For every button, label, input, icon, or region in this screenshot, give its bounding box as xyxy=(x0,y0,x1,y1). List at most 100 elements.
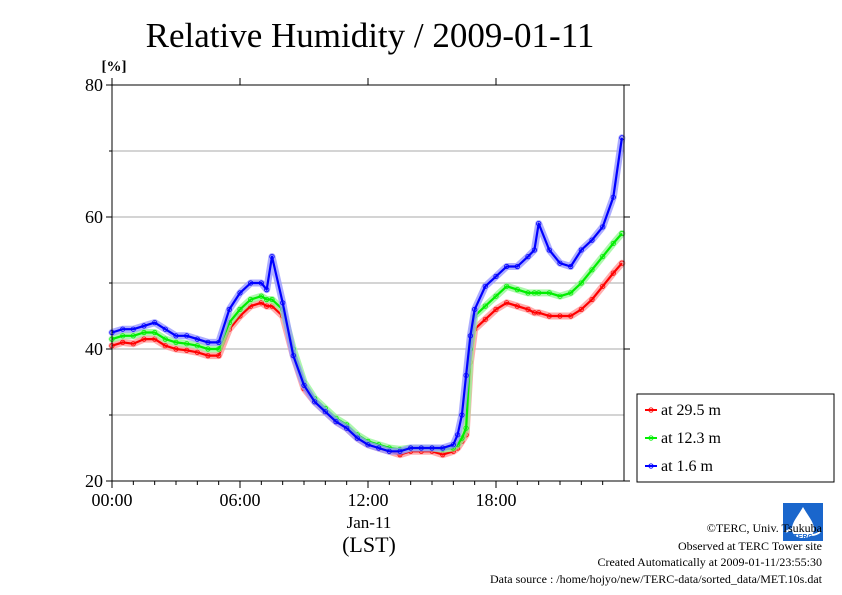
data-point xyxy=(408,445,414,451)
data-point xyxy=(536,290,542,296)
terc-logo: TERC xyxy=(783,503,823,541)
data-point xyxy=(600,224,606,230)
data-point xyxy=(205,352,211,359)
data-point xyxy=(141,336,147,342)
data-point xyxy=(454,432,461,438)
data-point xyxy=(344,425,350,431)
data-point xyxy=(493,273,499,279)
data-point xyxy=(173,333,179,339)
legend-items: at 29.5 m at 12.3 m at 1.6 m xyxy=(645,402,722,475)
y-axis-unit: [%] xyxy=(102,59,127,75)
footer-copyright: ©TERC, Univ. Tsukuba xyxy=(707,521,823,535)
data-point xyxy=(589,237,595,243)
data-point xyxy=(258,280,264,286)
data-point xyxy=(578,306,584,312)
data-point xyxy=(482,283,488,289)
data-point xyxy=(258,293,264,299)
data-point xyxy=(459,412,465,418)
data-point xyxy=(120,339,126,345)
data-point xyxy=(152,336,158,342)
legend: at 29.5 m at 12.3 m at 1.6 m xyxy=(636,393,835,483)
data-point xyxy=(216,339,222,345)
data-point xyxy=(557,313,563,319)
data-point xyxy=(482,316,488,322)
data-point xyxy=(568,263,574,270)
chart-title: Relative Humidity / 2009-01-11 xyxy=(146,16,595,55)
data-point xyxy=(205,339,211,345)
legend-swatch-marker xyxy=(648,435,654,441)
data-point xyxy=(504,283,510,289)
data-point xyxy=(514,303,520,309)
data-point xyxy=(194,343,200,349)
data-point xyxy=(610,240,616,246)
data-point xyxy=(610,270,616,276)
data-point xyxy=(568,313,574,319)
data-point xyxy=(386,448,392,454)
data-point xyxy=(546,247,552,253)
data-point xyxy=(269,254,275,260)
data-point xyxy=(269,296,275,303)
data-point xyxy=(141,329,147,336)
data-point xyxy=(493,293,499,299)
data-point xyxy=(463,372,469,378)
data-point xyxy=(264,303,270,309)
data-point xyxy=(450,442,456,448)
data-point xyxy=(322,409,328,415)
data-point xyxy=(264,296,270,303)
data-point xyxy=(600,283,606,289)
data-point xyxy=(536,310,542,316)
y-tick-label: 20 xyxy=(85,471,103,491)
data-point xyxy=(184,333,190,339)
data-point xyxy=(504,263,510,270)
x-axis-label: (LST) xyxy=(342,532,396,557)
data-point xyxy=(194,349,200,355)
data-point xyxy=(162,343,168,349)
data-point xyxy=(237,306,243,312)
data-point xyxy=(194,336,200,342)
data-point xyxy=(216,352,222,359)
footer-source: Data source : /home/hojyo/new/TERC-data/… xyxy=(490,572,823,586)
legend-label: at 12.3 m xyxy=(661,430,722,447)
data-point xyxy=(557,293,563,299)
grid-lines xyxy=(112,150,624,416)
data-point xyxy=(120,326,126,332)
data-point xyxy=(610,194,616,200)
data-point xyxy=(173,339,179,345)
data-point xyxy=(162,326,168,332)
data-point xyxy=(376,445,382,451)
data-point xyxy=(429,445,435,451)
data-point xyxy=(546,313,552,319)
data-point xyxy=(184,341,190,347)
data-point xyxy=(418,445,424,451)
data-point xyxy=(557,260,563,266)
data-point xyxy=(264,286,270,293)
data-point xyxy=(440,445,446,451)
data-point xyxy=(280,300,286,306)
data-point xyxy=(141,323,147,329)
data-point xyxy=(130,333,136,339)
wave-icon xyxy=(785,528,821,536)
data-point xyxy=(467,333,473,339)
data-point xyxy=(216,346,222,352)
axis-ticks: 20 40 60 80 00:00 06:00 12:00 18:00 xyxy=(85,75,630,510)
data-point xyxy=(514,263,520,270)
y-tick-label: 60 xyxy=(85,207,103,227)
y-tick-label: 80 xyxy=(85,75,103,95)
data-point xyxy=(333,418,339,425)
legend-label: at 1.6 m xyxy=(661,458,714,475)
data-point xyxy=(463,425,469,431)
data-point xyxy=(568,290,574,296)
data-point xyxy=(312,399,318,405)
x-date-label: Jan-11 xyxy=(347,513,392,532)
footer-observed: Observed at TERC Tower site xyxy=(678,539,822,553)
data-point xyxy=(301,382,307,388)
legend-box xyxy=(636,393,835,483)
data-point xyxy=(525,290,531,296)
data-point xyxy=(365,442,371,448)
data-point xyxy=(589,296,595,303)
legend-label: at 29.5 m xyxy=(661,402,722,419)
data-point xyxy=(290,352,296,359)
data-point xyxy=(248,296,254,303)
data-point xyxy=(184,347,190,353)
